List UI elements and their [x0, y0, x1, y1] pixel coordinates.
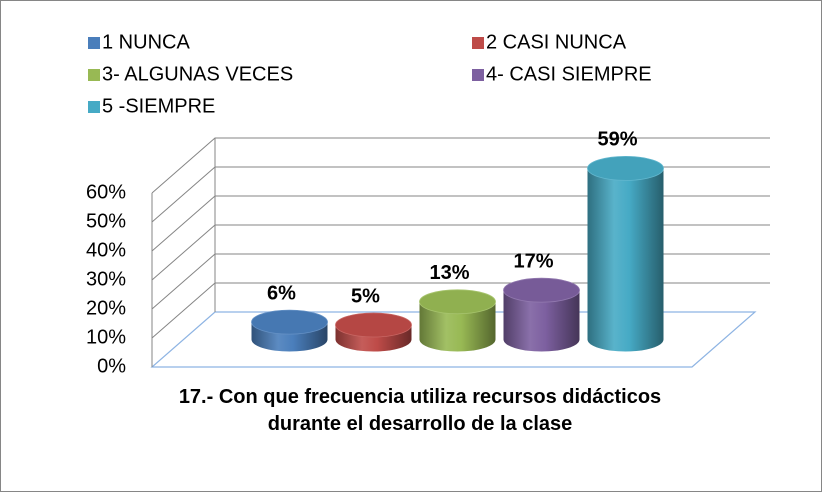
- value-label: 5%: [351, 285, 380, 307]
- y-tick-label: 60%: [86, 181, 126, 203]
- cylinder-top: [251, 309, 328, 335]
- value-label: 6%: [267, 282, 296, 304]
- cylinder-body: [503, 290, 580, 352]
- y-tick-label: 40%: [86, 239, 126, 261]
- legend-swatch: [88, 69, 100, 81]
- cylinder-top: [335, 312, 412, 338]
- legend-label: 2 CASI NUNCA: [486, 31, 627, 53]
- y-tick-label: 50%: [86, 210, 126, 232]
- grid-line: [151, 224, 770, 281]
- value-label: 13%: [429, 262, 469, 284]
- legend-label: 4- CASI SIEMPRE: [486, 63, 652, 85]
- legend-swatch: [472, 37, 484, 49]
- cylinder-top: [419, 289, 496, 315]
- grid-line: [151, 282, 770, 339]
- legend-label: 3- ALGUNAS VECES: [102, 63, 293, 85]
- y-tick-label: 0%: [97, 355, 126, 377]
- cylinder-top: [503, 277, 580, 303]
- value-label: 59%: [597, 129, 637, 151]
- grid-line: [151, 166, 770, 223]
- y-tick-label: 30%: [86, 268, 126, 290]
- cylinder-body: [419, 301, 496, 352]
- grid-line: [151, 137, 770, 194]
- y-tick-label: 20%: [86, 297, 126, 319]
- grid-line: [151, 253, 770, 310]
- cylinder-top: [587, 155, 664, 181]
- cylinder-body: [587, 168, 664, 352]
- legend-swatch: [88, 37, 100, 49]
- legend-label: 1 NUNCA: [102, 31, 190, 53]
- grid-line: [151, 195, 770, 252]
- floor: [150, 311, 757, 368]
- legend-swatch: [88, 101, 100, 113]
- legend-label: 5 -SIEMPRE: [102, 95, 215, 117]
- value-label: 17%: [513, 250, 553, 272]
- y-tick-label: 10%: [86, 326, 126, 348]
- legend-swatch: [472, 69, 484, 81]
- chart-title: 17.- Con que frecuencia utiliza recursos…: [178, 386, 662, 435]
